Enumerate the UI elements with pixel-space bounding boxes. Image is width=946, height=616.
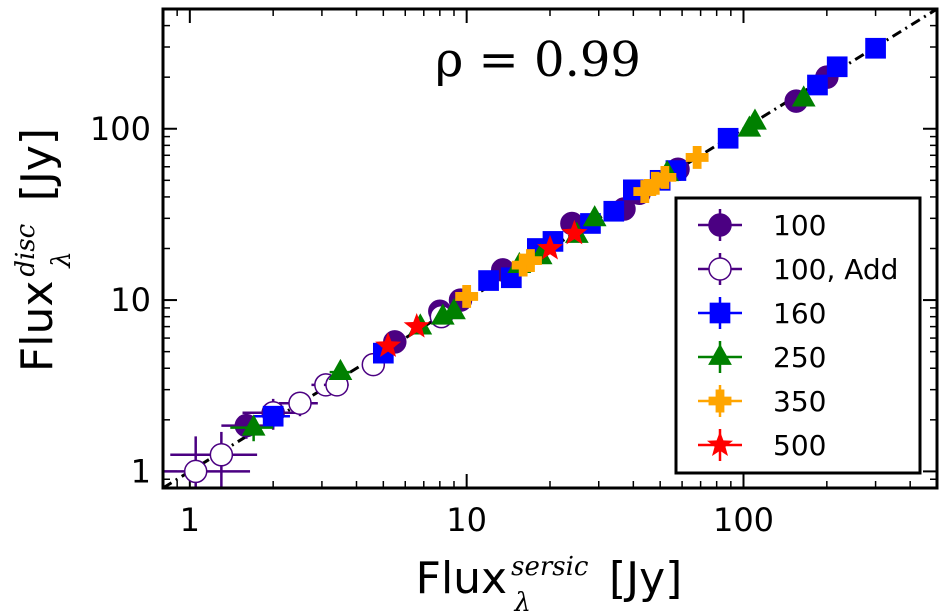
- data-point: [865, 37, 886, 59]
- x-tick-label: 1: [180, 501, 200, 539]
- legend-marker: [708, 213, 732, 237]
- y-axis-unit: [Jy]: [12, 128, 63, 201]
- y-tick-label: 10: [110, 281, 151, 319]
- data-point: [183, 459, 208, 484]
- legend-label: 350: [773, 385, 826, 418]
- x-tick-label: 10: [446, 501, 487, 539]
- data-point: [262, 405, 284, 427]
- data-point: [717, 127, 739, 149]
- data-point: [826, 56, 848, 78]
- y-axis-label: Flux: [12, 281, 63, 372]
- x-axis-label-sub: λ: [514, 588, 531, 616]
- data-point: [288, 391, 312, 415]
- data-point: [442, 298, 466, 320]
- y-tick-label: 1: [131, 452, 151, 490]
- data-point: [511, 253, 535, 277]
- legend-label: 100: [773, 209, 826, 242]
- legend-item: 100, Add: [698, 253, 898, 286]
- series-350: [455, 146, 709, 308]
- x-axis-label: Flux: [416, 553, 507, 604]
- data-point: [375, 332, 401, 357]
- data-point: [791, 85, 816, 107]
- data-point: [603, 200, 625, 222]
- legend-marker: [708, 257, 732, 281]
- data-point: [643, 171, 667, 195]
- data-point: [430, 303, 455, 325]
- plot-frame: [161, 7, 939, 490]
- data-point: [328, 358, 353, 380]
- data-point: [807, 74, 828, 96]
- data-point: [455, 285, 479, 308]
- data-point: [743, 108, 767, 130]
- y-axis-label-sup: disc: [11, 223, 41, 276]
- legend-item: 100: [698, 209, 826, 242]
- legend-label: 500: [773, 429, 826, 462]
- data-point: [209, 443, 234, 467]
- x-axis-title: Flux sersic λ [Jy]: [416, 552, 683, 616]
- y-axis-label-sub: λ: [47, 251, 77, 268]
- data-point: [403, 313, 430, 338]
- legend: 100 100, Add 160 250 350 500: [674, 196, 922, 475]
- data-point: [633, 180, 657, 203]
- legend-marker: [708, 389, 732, 413]
- data-points: [163, 37, 886, 488]
- legend-marker: [709, 302, 731, 324]
- legend-item: 160: [698, 297, 826, 330]
- data-point: [478, 270, 499, 291]
- legend-item: 250: [698, 341, 826, 374]
- legend-label: 250: [773, 341, 826, 374]
- data-point: [241, 414, 266, 436]
- x-axis-unit: [Jy]: [609, 553, 682, 604]
- data-point: [519, 249, 542, 273]
- data-point: [582, 205, 607, 227]
- legend-label: 100, Add: [773, 253, 898, 286]
- y-tick-label: 100: [90, 110, 151, 148]
- plot-layer: 1 10 100 1 10 100 100 100, Add 160 250 350 500: [90, 7, 939, 539]
- y-axis-title: Flux disc λ [Jy]: [11, 128, 77, 372]
- legend-box: [674, 196, 922, 475]
- data-point: [685, 146, 709, 169]
- x-tick-label: 100: [713, 501, 774, 539]
- data-point: [561, 219, 588, 245]
- legend-item: 350: [698, 385, 826, 418]
- data-point: [653, 165, 677, 189]
- series-500: [375, 219, 588, 357]
- correlation-annotation: ρ = 0.99: [435, 32, 641, 88]
- legend-item: 500: [698, 429, 826, 462]
- data-point: [537, 234, 563, 260]
- legend-marker: [708, 343, 732, 365]
- legend-label: 160: [773, 297, 826, 330]
- x-axis-label-sup: sersic: [511, 552, 589, 582]
- legend-marker: [707, 431, 733, 456]
